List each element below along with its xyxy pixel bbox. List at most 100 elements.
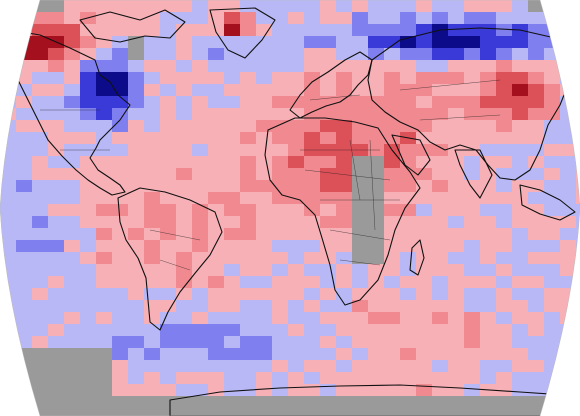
anomaly-cell [32,240,49,253]
anomaly-cell [384,60,401,73]
anomaly-cell [16,168,33,181]
anomaly-cell [384,324,401,337]
anomaly-cell [368,24,385,37]
anomaly-cell [512,372,529,385]
anomaly-cell [128,384,145,397]
anomaly-cell [432,216,449,229]
anomaly-cell [32,216,49,229]
anomaly-cell [128,72,145,85]
anomaly-cell [368,96,385,109]
anomaly-cell [256,0,273,13]
anomaly-cell [432,156,449,169]
anomaly-cell [480,288,497,301]
anomaly-cell [160,192,177,205]
anomaly-cell [320,72,337,85]
anomaly-cell [160,312,177,325]
anomaly-cell [176,168,193,181]
anomaly-cell [240,252,257,265]
anomaly-cell [528,132,545,145]
anomaly-cell [448,48,465,61]
anomaly-cell [320,60,337,73]
anomaly-cell [288,408,305,416]
anomaly-cell [496,120,513,133]
anomaly-cell [208,60,225,73]
anomaly-cell [128,300,145,313]
anomaly-cell [16,144,33,157]
anomaly-cell [144,228,161,241]
anomaly-cell [304,168,321,181]
anomaly-cell [560,144,577,157]
anomaly-cell [400,192,417,205]
anomaly-cell [544,96,561,109]
anomaly-cell [432,252,449,265]
anomaly-cell [496,384,513,397]
anomaly-cell [400,0,417,13]
anomaly-cell [288,36,305,49]
anomaly-cell [240,108,257,121]
anomaly-cell [32,60,49,73]
anomaly-cell [544,252,561,265]
anomaly-cell [64,348,81,361]
anomaly-cell [272,96,289,109]
anomaly-cell [464,288,481,301]
anomaly-cell [480,24,497,37]
anomaly-cell [368,192,385,205]
anomaly-cell [464,240,481,253]
anomaly-cell [128,396,145,409]
anomaly-cell [256,156,273,169]
anomaly-cell [448,36,465,49]
anomaly-cell [336,396,353,409]
antarctica-coastline [169,384,580,416]
anomaly-cell [16,180,33,193]
anomaly-cell [448,252,465,265]
anomaly-cell [176,0,193,13]
anomaly-cell [336,156,353,169]
anomaly-cell [160,360,177,373]
anomaly-cell [192,372,209,385]
anomaly-cell [240,24,257,37]
anomaly-cell [528,264,545,277]
anomaly-cell [208,348,225,361]
anomaly-cell [80,48,97,61]
anomaly-cell [320,240,337,253]
anomaly-cell [528,312,545,325]
anomaly-cell [336,108,353,121]
anomaly-cell [400,324,417,337]
anomaly-cell [64,60,81,73]
anomaly-cell [400,264,417,277]
anomaly-cell [464,336,481,349]
anomaly-cell [16,216,33,229]
anomaly-cell [480,252,497,265]
anomaly-cell [352,216,369,229]
anomaly-cell [464,312,481,325]
anomaly-cell [112,372,129,385]
anomaly-cell [464,348,481,361]
anomaly-cell [560,204,577,217]
anomaly-cell [288,228,305,241]
anomaly-cell [432,228,449,241]
anomaly-cell [400,144,417,157]
anomaly-cell [528,144,545,157]
anomaly-cell [240,120,257,133]
anomaly-cell [96,252,113,265]
anomaly-cell [384,408,401,416]
anomaly-cell [272,204,289,217]
anomaly-cell [64,168,81,181]
anomaly-cell [272,300,289,313]
anomaly-cell [464,276,481,289]
anomaly-cell [80,324,97,337]
anomaly-cell [112,96,129,109]
anomaly-cell [240,372,257,385]
anomaly-cell [32,84,49,97]
anomaly-cell [560,252,577,265]
anomaly-cell [32,312,49,325]
anomaly-cell [448,324,465,337]
anomaly-cell [336,276,353,289]
anomaly-cell [112,84,129,97]
anomaly-cell [176,84,193,97]
anomaly-cell [384,204,401,217]
anomaly-cell [160,96,177,109]
anomaly-cell [352,396,369,409]
anomaly-cell [448,300,465,313]
